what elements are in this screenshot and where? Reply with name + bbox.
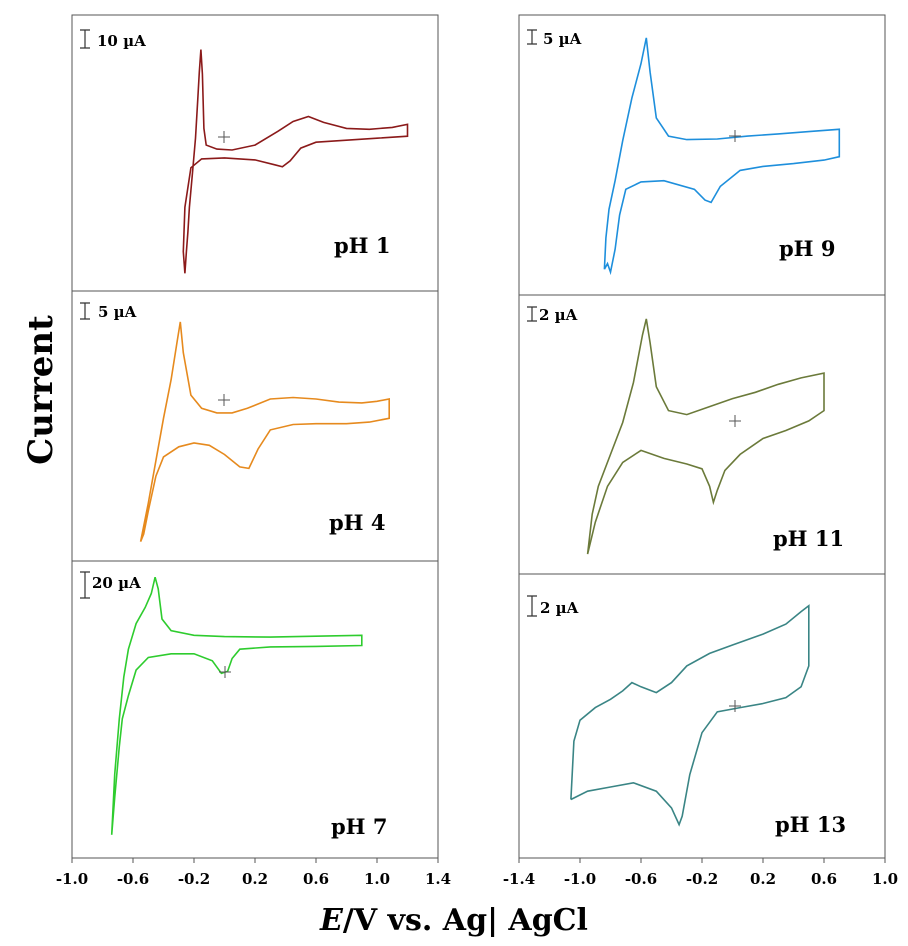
scale-bar-icon xyxy=(80,571,90,599)
scale-bar-icon xyxy=(80,29,90,49)
x-axis-label-units: /V vs. Ag| AgCl xyxy=(343,903,588,938)
panel-ph4: 5 µA pH 4 xyxy=(71,290,439,562)
x-tick-label: 0.2 xyxy=(750,870,776,888)
scale-label: 5 µA xyxy=(543,30,582,48)
x-tick-label: -1.4 xyxy=(503,870,535,888)
x-tick-label: 1.0 xyxy=(872,870,898,888)
scale-bar-icon xyxy=(527,595,537,617)
panel-ph11: 2 µA pH 11 xyxy=(518,294,886,575)
x-tick-label: 1.4 xyxy=(425,870,451,888)
scale-bar-icon xyxy=(527,29,537,45)
cv-curve xyxy=(182,49,409,274)
x-axis-label: E/V vs. Ag| AgCl xyxy=(319,903,588,938)
x-tick-label: -0.2 xyxy=(686,870,718,888)
cv-curve xyxy=(110,576,363,835)
scale-label: 2 µA xyxy=(539,306,578,324)
cv-curve xyxy=(586,318,825,555)
x-tick-label: -0.2 xyxy=(178,870,210,888)
origin-marker-icon xyxy=(729,700,741,712)
origin-marker-icon xyxy=(218,131,230,143)
x-axis-right: -1.4 -1.0 -0.6 -0.2 0.2 0.6 1.0 xyxy=(503,858,898,888)
x-tick-label: 0.2 xyxy=(242,870,268,888)
origin-marker-icon xyxy=(729,130,741,142)
x-tick-label: 0.6 xyxy=(811,870,837,888)
y-axis-label: Current xyxy=(21,315,61,465)
scale-bar-icon xyxy=(80,302,90,320)
panel-ph9: 5 µA pH 9 xyxy=(518,14,886,296)
x-tick-label: -1.0 xyxy=(564,870,596,888)
x-tick-label: 1.0 xyxy=(364,870,390,888)
x-axis-label-symbol: E xyxy=(319,903,344,938)
x-tick-label: -1.0 xyxy=(56,870,88,888)
x-tick-label: -0.6 xyxy=(625,870,657,888)
panel-label: pH 7 xyxy=(331,814,387,839)
panel-label: pH 9 xyxy=(779,236,835,261)
scale-bar-icon xyxy=(527,306,537,322)
panel-label: pH 1 xyxy=(334,233,390,258)
scale-label: 20 µA xyxy=(92,574,141,592)
panel-ph1: 10 µA pH 1 xyxy=(71,14,439,292)
panel-ph13: 2 µA pH 13 xyxy=(518,573,886,859)
origin-marker-icon xyxy=(729,415,741,427)
panels: 10 µA pH 1 5 µA pH 4 20 µA pH 7 5 µA xyxy=(71,14,886,859)
cv-curve xyxy=(139,321,390,542)
panel-label: pH 4 xyxy=(329,510,385,535)
scale-label: 2 µA xyxy=(540,599,579,617)
panel-label: pH 13 xyxy=(775,812,846,837)
x-axis-left: -1.0 -0.6 -0.2 0.2 0.6 1.0 1.4 xyxy=(56,858,451,888)
x-tick-label: 0.6 xyxy=(303,870,329,888)
cv-curve xyxy=(570,604,810,827)
cv-curve xyxy=(603,37,841,276)
scale-label: 5 µA xyxy=(98,303,137,321)
x-tick-label: -0.6 xyxy=(117,870,149,888)
origin-marker-icon xyxy=(218,394,230,406)
origin-marker-icon xyxy=(219,666,231,678)
scale-label: 10 µA xyxy=(97,32,146,50)
panel-ph7: 20 µA pH 7 xyxy=(71,560,439,859)
panel-label: pH 11 xyxy=(773,526,844,551)
